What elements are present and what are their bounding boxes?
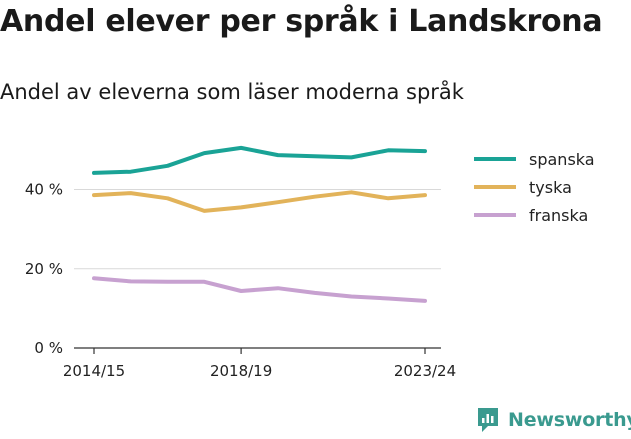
brand-name: Newsworthy xyxy=(508,409,631,431)
y-tick-label: 0 % xyxy=(34,339,63,357)
grid-lines: 0 % 20 % 40 % xyxy=(25,181,441,357)
x-tick-label: 2014/15 xyxy=(63,362,125,380)
chart-title: Andel elever per språk i Landskrona xyxy=(0,4,603,39)
legend: spanska tyska franska xyxy=(474,150,595,225)
series-lines xyxy=(92,145,427,303)
x-axis: 2014/15 2018/19 2023/24 xyxy=(63,348,456,380)
chart-subtitle: Andel av eleverna som läser moderna språ… xyxy=(0,80,464,104)
series-line-tyska xyxy=(92,190,427,213)
x-tick-label: 2023/24 xyxy=(394,362,456,380)
series-line-spanska xyxy=(92,145,427,175)
newsworthy-chart-icon xyxy=(478,408,498,432)
y-tick-label: 40 % xyxy=(25,181,63,199)
y-tick-label: 20 % xyxy=(25,260,63,278)
x-tick-label: 2018/19 xyxy=(210,362,272,380)
legend-label-spanska: spanska xyxy=(529,150,595,169)
brand-logo: Newsworthy xyxy=(476,406,631,434)
legend-label-tyska: tyska xyxy=(529,178,572,197)
series-line-franska xyxy=(92,276,427,303)
legend-label-franska: franska xyxy=(529,206,588,225)
